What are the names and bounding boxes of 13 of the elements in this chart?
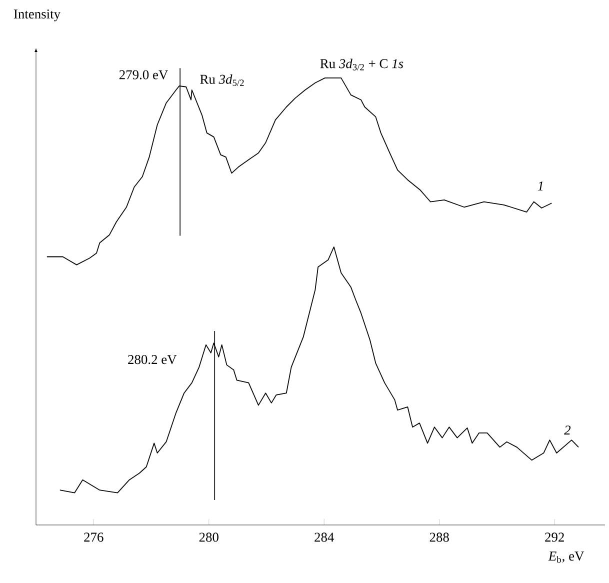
x-tick-label: 292 [545, 532, 564, 542]
series-label: 2 [564, 426, 571, 435]
series-label: 1 [538, 182, 543, 190]
x-tick-label: 276 [84, 532, 104, 542]
y-axis-title: Intensity [14, 9, 60, 22]
ref-line-label: 280.2 eV [128, 354, 177, 364]
x-tick-label: 280 [199, 532, 218, 542]
text: Ru 3d$_{3/2}$ + C 1s [320, 58, 404, 70]
x-tick-label: 288 [430, 532, 449, 542]
ref-line-label: 279.0 eV [119, 70, 168, 80]
annotation: Ru 3d$_{5/2}$ [200, 74, 244, 86]
x-axis-title: E$_{b}$, eV [548, 552, 584, 563]
x-tick-label: 284 [314, 532, 334, 542]
